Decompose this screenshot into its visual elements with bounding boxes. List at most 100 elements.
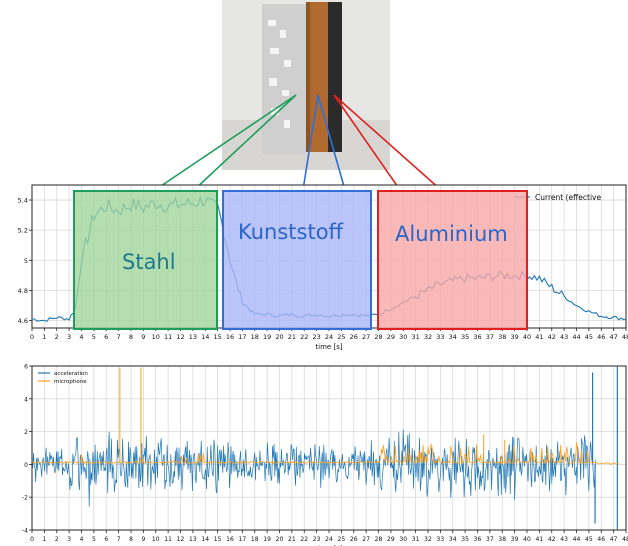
x-tick-label: 16 bbox=[226, 536, 234, 543]
y-tick-label: 4.6 bbox=[18, 317, 28, 325]
sample-photo bbox=[222, 0, 390, 170]
x-tick-label: 33 bbox=[437, 536, 445, 543]
x-tick-label: 1 bbox=[42, 333, 46, 341]
x-tick-label: 21 bbox=[288, 536, 296, 543]
x-tick-label: 36 bbox=[473, 333, 481, 341]
x-tick-label: 40 bbox=[523, 536, 531, 543]
legend-label-acceleration: acceleration bbox=[54, 371, 88, 377]
x-tick-label: 4 bbox=[80, 536, 84, 543]
x-tick-label: 14 bbox=[201, 536, 209, 543]
x-tick-label: 31 bbox=[411, 333, 419, 341]
x-tick-label: 20 bbox=[276, 536, 284, 543]
x-tick-label: 39 bbox=[511, 536, 519, 543]
x-tick-label: 27 bbox=[362, 536, 370, 543]
x-tick-label: 25 bbox=[338, 536, 346, 543]
microphone-series-line bbox=[31, 442, 620, 465]
stahl-label: Stahl bbox=[122, 250, 176, 274]
x-tick-label: 6 bbox=[104, 333, 108, 341]
y-tick-label: -4 bbox=[22, 528, 28, 535]
x-tick-label: 28 bbox=[375, 536, 383, 543]
x-tick-label: 45 bbox=[585, 333, 593, 341]
x-tick-label: 39 bbox=[510, 333, 518, 341]
x-tick-label: 19 bbox=[263, 333, 271, 341]
x-tick-label: 24 bbox=[325, 536, 333, 543]
x-tick-label: 5 bbox=[92, 333, 96, 341]
x-tick-label: 38 bbox=[498, 333, 506, 341]
y-tick-label: 2 bbox=[24, 429, 28, 436]
x-tick-label: 18 bbox=[251, 333, 259, 341]
x-tick-label: 42 bbox=[548, 333, 556, 341]
x-tick-label: 35 bbox=[461, 536, 469, 543]
y-tick-label: 5.2 bbox=[18, 227, 28, 235]
aluminium-label: Aluminium bbox=[395, 222, 508, 246]
x-tick-label: 1 bbox=[42, 536, 46, 543]
x-tick-label: 22 bbox=[300, 536, 308, 543]
x-tick-label: 2 bbox=[55, 333, 59, 341]
x-tick-label: 13 bbox=[189, 333, 197, 341]
x-tick-label: 24 bbox=[325, 333, 333, 341]
x-tick-label: 7 bbox=[117, 536, 121, 543]
x-tick-label: 27 bbox=[362, 333, 370, 341]
x-tick-label: 12 bbox=[177, 536, 185, 543]
x-tick-label: 0 bbox=[30, 536, 34, 543]
x-tick-label: 10 bbox=[152, 333, 160, 341]
x-tick-label: 25 bbox=[337, 333, 345, 341]
y-tick-label: 0 bbox=[24, 462, 28, 469]
x-tick-label: 26 bbox=[350, 536, 358, 543]
x-tick-label: 45 bbox=[585, 536, 593, 543]
stahl-box: Stahl bbox=[73, 190, 218, 330]
x-tick-label: 34 bbox=[449, 333, 457, 341]
kunststoff-label: Kunststoff bbox=[238, 220, 344, 244]
y-tick-label: -2 bbox=[22, 495, 28, 502]
x-tick-label: 43 bbox=[560, 333, 568, 341]
x-tick-label: 7 bbox=[117, 333, 121, 341]
x-tick-label: 23 bbox=[312, 333, 320, 341]
x-tick-label: 5 bbox=[92, 536, 96, 543]
x-tick-label: 22 bbox=[300, 333, 308, 341]
x-tick-label: 43 bbox=[560, 536, 568, 543]
legend-label-microphone: microphone bbox=[54, 379, 87, 385]
x-tick-label: 34 bbox=[449, 536, 457, 543]
x-tick-label: 11 bbox=[164, 333, 172, 341]
x-tick-label: 46 bbox=[597, 333, 605, 341]
x-tick-label: 13 bbox=[189, 536, 197, 543]
x-tick-label: 36 bbox=[474, 536, 482, 543]
x-tick-label: 41 bbox=[535, 333, 543, 341]
x-tick-label: 37 bbox=[486, 333, 494, 341]
x-tick-label: 29 bbox=[387, 333, 395, 341]
x-tick-label: 40 bbox=[523, 333, 531, 341]
x-tick-label: 21 bbox=[288, 333, 296, 341]
x-tick-label: 38 bbox=[498, 536, 506, 543]
x-tick-label: 47 bbox=[609, 333, 617, 341]
x-tick-label: 19 bbox=[263, 536, 271, 543]
y-tick-label: 4.8 bbox=[18, 287, 28, 295]
x-tick-label: 48 bbox=[622, 536, 628, 543]
x-tick-label: 29 bbox=[387, 536, 395, 543]
x-tick-label: 10 bbox=[152, 536, 160, 543]
x-tick-label: 15 bbox=[213, 333, 221, 341]
kunststoff-box: Kunststoff bbox=[222, 190, 372, 330]
vibration-chart: 0 1 2 3 4 5 6 7 8 9 10 11 12 13 14 15 16 17 18 19 20 21 22 23 24… bbox=[22, 364, 628, 546]
x-tick-label: 14 bbox=[201, 333, 209, 341]
x-tick-label: 41 bbox=[536, 536, 544, 543]
x-tick-label: 0 bbox=[30, 333, 34, 341]
x-tick-label: 9 bbox=[141, 536, 145, 543]
y-tick-label: 5.4 bbox=[18, 197, 28, 205]
x-tick-label: 46 bbox=[597, 536, 605, 543]
x-axis-label: time [s] bbox=[315, 343, 342, 351]
x-tick-label: 16 bbox=[226, 333, 234, 341]
x-tick-label: 37 bbox=[486, 536, 494, 543]
x-tick-label: 32 bbox=[424, 333, 432, 341]
x-tick-label: 28 bbox=[374, 333, 382, 341]
x-tick-label: 44 bbox=[572, 333, 580, 341]
x-tick-label: 11 bbox=[164, 536, 172, 543]
x-tick-label: 31 bbox=[412, 536, 420, 543]
aluminium-box: Aluminium bbox=[377, 190, 528, 330]
x-tick-label: 8 bbox=[129, 333, 133, 341]
x-tick-label: 8 bbox=[129, 536, 133, 543]
x-tick-label: 42 bbox=[548, 536, 556, 543]
x-tick-label: 26 bbox=[350, 333, 358, 341]
x-tick-label: 17 bbox=[238, 333, 246, 341]
x-tick-label: 2 bbox=[55, 536, 59, 543]
acceleration-series-line bbox=[31, 429, 596, 507]
